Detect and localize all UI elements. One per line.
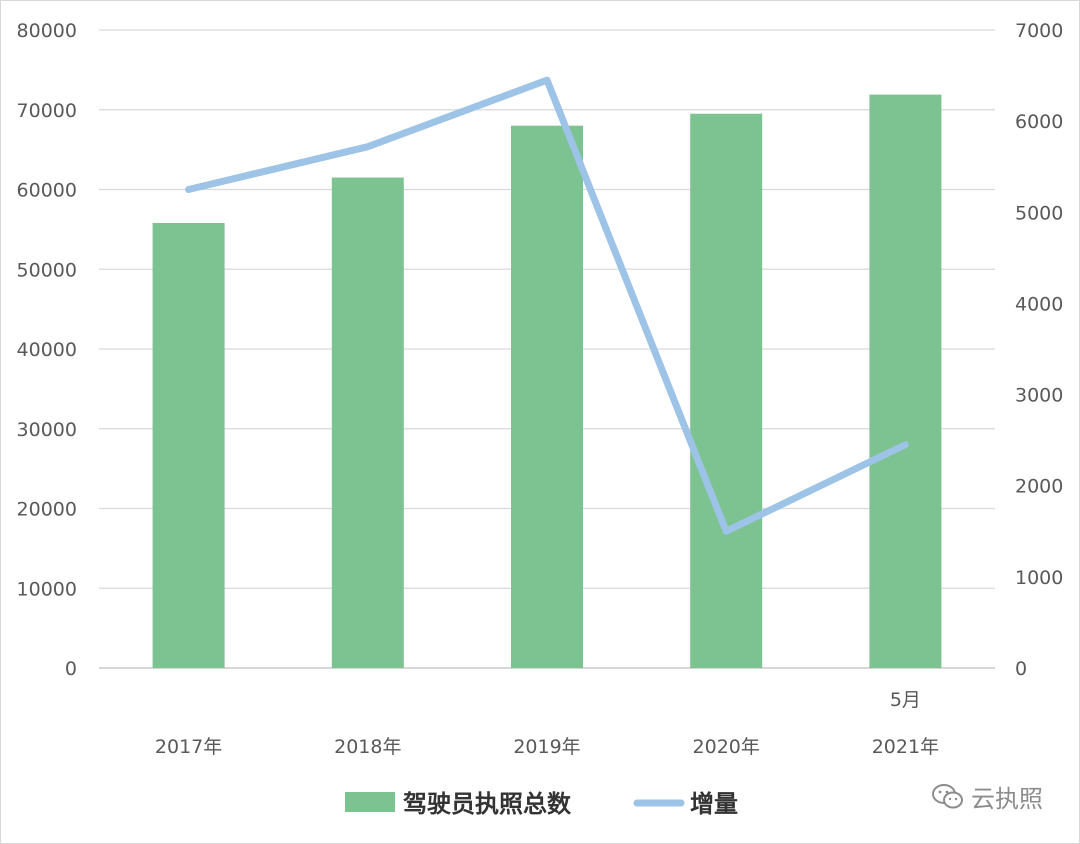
y-right-tick-label: 4000 <box>1015 293 1063 315</box>
wechat-icon <box>931 782 965 812</box>
y-left-tick-label: 10000 <box>17 578 77 600</box>
x-tick-label: 2017年 <box>155 736 222 758</box>
y-right-tick-label: 6000 <box>1015 111 1063 133</box>
y-left-tick-label: 60000 <box>17 180 77 202</box>
x-tick-label: 2019年 <box>513 736 580 758</box>
y-left-tick-label: 30000 <box>17 419 77 441</box>
y-right-tick-label: 7000 <box>1015 20 1063 42</box>
x-tick-label: 2021年 <box>872 736 939 758</box>
bar <box>869 94 942 668</box>
y-left-tick-label: 70000 <box>17 100 77 122</box>
y-right-tick-label: 5000 <box>1015 202 1063 224</box>
y-right-tick-label: 3000 <box>1015 385 1063 407</box>
x-tick-label: 2018年 <box>334 736 401 758</box>
legend-label: 驾驶员执照总数 <box>403 790 572 818</box>
y-left-tick-label: 20000 <box>17 499 77 521</box>
legend-swatch-bar <box>345 792 395 812</box>
bar <box>511 125 583 668</box>
y-left-tick-label: 80000 <box>17 20 77 42</box>
y-left-tick-label: 0 <box>65 658 77 680</box>
watermark-text: 云执照 <box>971 785 1043 813</box>
y-right-tick-label: 2000 <box>1015 476 1063 498</box>
x-tick-label: 2020年 <box>693 736 760 758</box>
bar <box>152 222 225 668</box>
y-left-tick-label: 40000 <box>17 339 77 361</box>
x-tick-note: 5月 <box>890 689 921 711</box>
bar <box>690 113 763 669</box>
watermark: 云执照 <box>931 779 1043 814</box>
legend-label: 增量 <box>690 790 738 818</box>
y-right-tick-label: 0 <box>1015 658 1027 680</box>
bar <box>331 177 404 668</box>
y-right-tick-label: 1000 <box>1015 567 1063 589</box>
y-left-tick-label: 50000 <box>17 259 77 281</box>
